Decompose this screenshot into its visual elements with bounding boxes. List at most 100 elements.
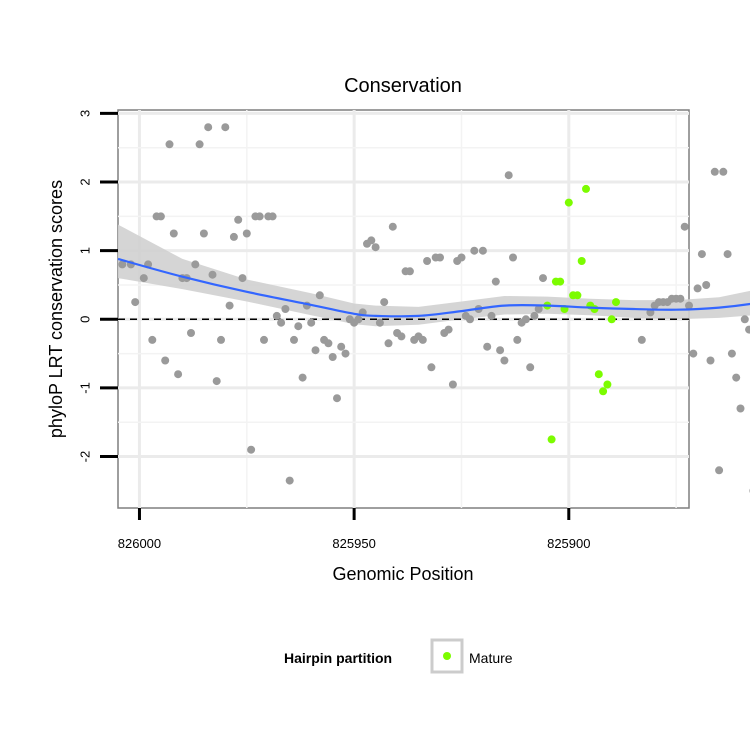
other-point <box>229 232 238 241</box>
other-point <box>676 294 685 303</box>
other-point <box>242 229 251 238</box>
x-tick-label-2: 825900 <box>547 536 590 551</box>
other-point <box>217 335 225 344</box>
mature-point <box>599 387 608 396</box>
other-point <box>530 311 539 320</box>
other-point <box>740 315 749 324</box>
mature-point <box>573 291 582 300</box>
other-point <box>405 267 414 276</box>
smooth-line <box>117 257 750 318</box>
confidence-ribbon <box>118 224 750 327</box>
other-point <box>156 212 165 221</box>
other-point <box>418 335 427 344</box>
other-point <box>199 229 208 238</box>
other-point <box>221 123 230 132</box>
legend: Hairpin partition Mature <box>284 638 513 674</box>
points <box>118 123 750 493</box>
other-point <box>719 167 728 176</box>
other-point <box>354 315 363 324</box>
y-tick-label-3: 1 <box>78 247 93 254</box>
other-point <box>191 260 200 269</box>
y-tick-label-1: -1 <box>78 382 93 394</box>
other-point <box>268 212 277 221</box>
y-tick-label-0: -2 <box>78 451 93 463</box>
other-point <box>388 222 397 231</box>
other-point <box>225 301 234 310</box>
other-point <box>260 335 268 344</box>
mature-point <box>577 257 586 265</box>
other-point <box>736 404 745 413</box>
other-point <box>341 349 350 358</box>
other-point <box>272 311 281 320</box>
other-point <box>745 325 750 334</box>
other-point <box>298 373 307 382</box>
other-point <box>307 318 316 327</box>
other-point <box>689 349 698 358</box>
other-point <box>290 335 298 344</box>
other-point <box>255 212 264 221</box>
other-point <box>281 305 290 313</box>
other-point <box>509 253 517 262</box>
x-axis-title: Genomic Position <box>332 564 473 584</box>
other-point <box>685 301 693 310</box>
other-point <box>521 315 530 324</box>
legend-key-box <box>430 638 464 674</box>
other-point <box>204 123 213 132</box>
legend-title: Hairpin partition <box>284 650 392 666</box>
other-point <box>195 140 204 149</box>
chart-title: Conservation <box>344 75 462 97</box>
other-point <box>337 342 346 351</box>
mature-point <box>564 198 573 207</box>
other-point <box>448 380 457 389</box>
y-axis-title: phyloP LRT conservation scores <box>46 180 66 438</box>
other-point <box>732 373 741 382</box>
other-point <box>397 332 406 341</box>
other-point <box>715 466 724 475</box>
other-point <box>212 377 221 386</box>
other-point <box>702 281 711 289</box>
other-point <box>367 236 376 245</box>
other-point <box>539 274 547 283</box>
other-point <box>148 335 157 344</box>
mature-point <box>556 277 565 286</box>
other-point <box>457 253 466 262</box>
other-point <box>500 356 509 365</box>
other-point <box>427 363 436 372</box>
other-point <box>169 229 178 238</box>
x-tick-label-1: 825950 <box>332 536 375 551</box>
other-point <box>513 335 522 344</box>
other-point <box>277 318 286 327</box>
mature-point <box>594 370 603 379</box>
other-point <box>311 346 320 355</box>
y-tick-label-5: 3 <box>78 110 93 117</box>
other-point <box>208 270 217 279</box>
other-point <box>234 215 243 224</box>
other-point <box>174 370 183 379</box>
other-point <box>706 356 715 365</box>
mature-point <box>547 435 556 444</box>
legend-key-mature-point <box>443 652 451 660</box>
mature-point <box>612 298 620 307</box>
other-point <box>483 342 492 351</box>
other-point <box>436 253 444 262</box>
mature-point <box>590 305 599 313</box>
other-point <box>139 274 148 283</box>
other-point <box>380 298 389 307</box>
other-point <box>238 274 247 283</box>
other-point <box>680 222 689 231</box>
other-point <box>285 476 294 485</box>
other-point <box>444 325 453 334</box>
y-tick-label-4: 2 <box>78 178 93 185</box>
other-point <box>526 363 535 372</box>
other-point <box>534 305 543 313</box>
other-point <box>333 394 341 403</box>
other-point <box>371 243 380 252</box>
other-point <box>423 257 432 265</box>
other-point <box>491 277 500 286</box>
mature-point <box>603 380 612 389</box>
other-point <box>496 346 505 355</box>
other-point <box>470 246 479 255</box>
other-point <box>294 322 303 331</box>
other-point <box>131 298 140 307</box>
